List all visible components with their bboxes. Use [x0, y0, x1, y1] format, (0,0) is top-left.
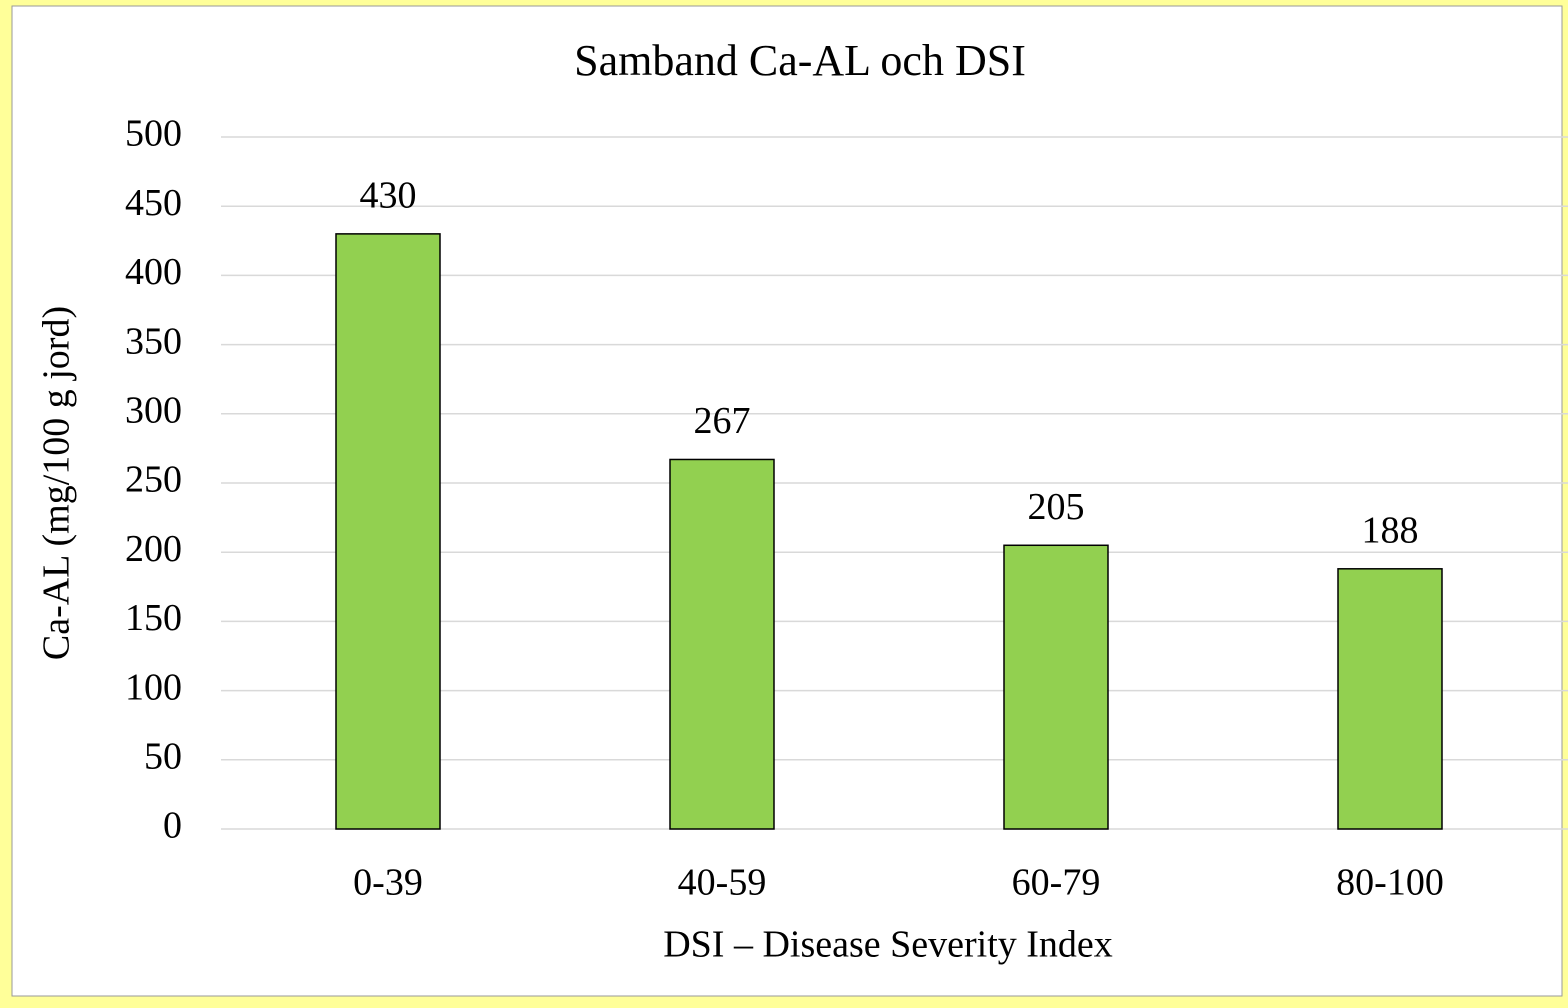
y-tick-label: 500: [125, 113, 182, 155]
x-tick-label: 60-79: [1012, 862, 1101, 904]
value-label: 205: [1028, 486, 1085, 528]
x-tick-label: 80-100: [1336, 862, 1444, 904]
bar: [1337, 568, 1443, 830]
y-tick-label: 150: [125, 597, 182, 639]
y-tick-label: 400: [125, 251, 182, 293]
x-tick-label: 40-59: [678, 862, 767, 904]
y-tick-label: 450: [125, 182, 182, 224]
bar: [1003, 544, 1109, 830]
value-label: 188: [1362, 510, 1419, 552]
y-tick-label: 0: [163, 805, 182, 847]
bar: [669, 458, 775, 830]
y-axis-title: Ca-AL (mg/100 g jord): [36, 306, 78, 660]
y-tick-label: 300: [125, 390, 182, 432]
bar: [335, 233, 441, 830]
value-label: 430: [360, 175, 417, 217]
y-tick-label: 100: [125, 666, 182, 708]
chart-title: Samband Ca-AL och DSI: [574, 36, 1026, 85]
x-axis-title: DSI – Disease Severity Index: [663, 924, 1113, 966]
chart-area: [11, 5, 1563, 997]
y-tick-label: 50: [144, 736, 182, 778]
y-tick-label: 350: [125, 320, 182, 362]
x-tick-label: 0-39: [353, 862, 423, 904]
y-tick-label: 250: [125, 459, 182, 501]
y-tick-label: 200: [125, 528, 182, 570]
value-label: 267: [694, 400, 751, 442]
